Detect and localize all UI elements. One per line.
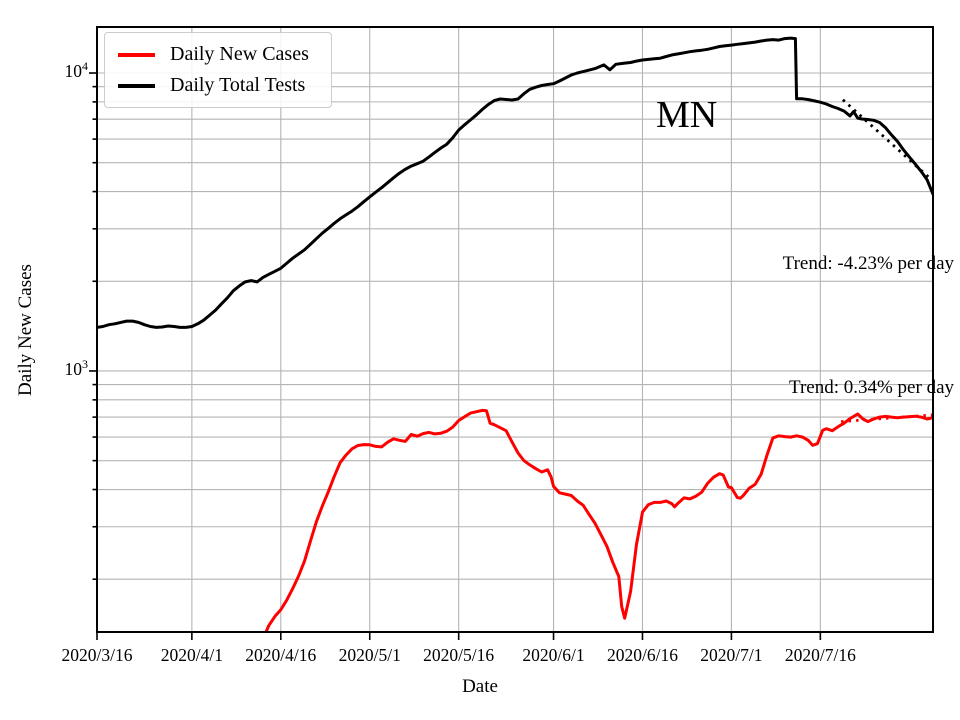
x-tick-label: 2020/6/16	[606, 645, 678, 665]
x-axis-title: Date	[462, 676, 498, 697]
x-tick-label: 2020/5/16	[423, 645, 495, 665]
trend-annotation-tests: Trend: -4.23% per day	[782, 253, 954, 274]
y-axis-title: Daily New Cases	[15, 264, 36, 396]
x-tick-label: 2020/4/1	[160, 645, 223, 665]
gridlines	[96, 27, 933, 632]
state-label: MN	[656, 94, 718, 136]
plot-border	[96, 26, 934, 633]
legend-label: Daily Total Tests	[170, 74, 306, 96]
legend-line-sample	[118, 83, 155, 88]
legend-line-sample	[118, 52, 155, 57]
series-line-daily-total-tests	[97, 36, 933, 329]
x-tick-label: 2020/6/1	[522, 645, 585, 665]
legend-item: Daily Total Tests	[105, 70, 331, 101]
legend: Daily New Cases Daily Total Tests	[104, 32, 332, 108]
x-tick-label: 2020/7/1	[700, 645, 763, 665]
series-line-daily-new-cases	[264, 408, 933, 632]
x-tick-label: 2020/4/16	[245, 645, 317, 665]
y-tick-label: 103	[64, 356, 89, 379]
tick-marks	[89, 72, 822, 640]
x-tick-label: 2020/7/16	[784, 645, 856, 665]
trend-dotted-line-0	[841, 98, 931, 180]
trend-annotation-cases: Trend: 0.34% per day	[789, 377, 954, 398]
y-tick-label: 104	[64, 59, 89, 81]
x-tick-label: 2020/5/1	[338, 645, 401, 665]
x-tick-label: 2020/3/16	[61, 645, 133, 665]
legend-item: Daily New Cases	[105, 39, 331, 70]
legend-label: Daily New Cases	[170, 43, 309, 65]
trend-dotted-line-1	[840, 413, 933, 423]
